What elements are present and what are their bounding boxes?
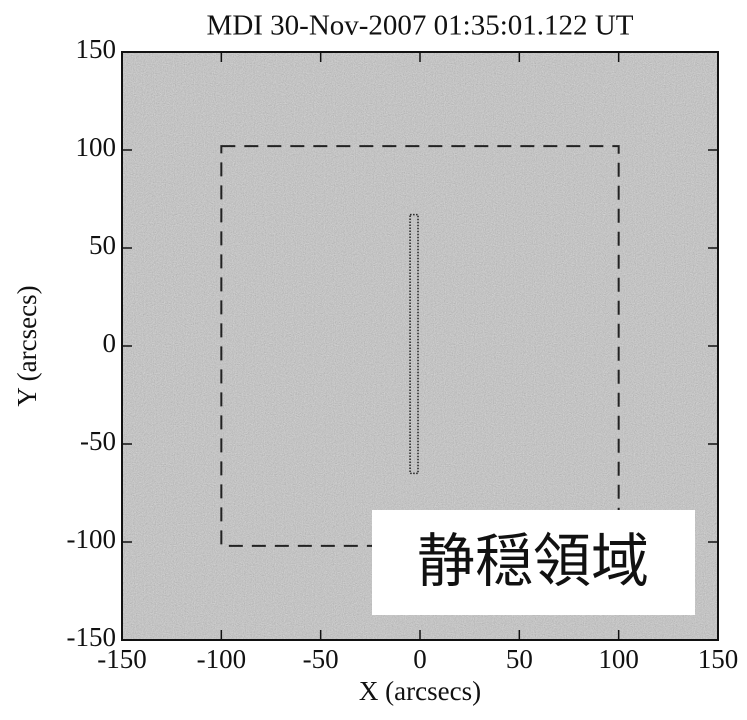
x-tick-label: 0: [413, 644, 427, 674]
x-axis-label: X (arcsecs): [359, 676, 481, 706]
y-tick-label: -150: [67, 622, 117, 652]
x-tick-label: 100: [598, 644, 639, 674]
y-tick-label: 0: [103, 328, 117, 358]
x-tick-label: -150: [97, 644, 147, 674]
annotation-box: [372, 510, 695, 615]
chart-title: MDI 30-Nov-2007 01:35:01.122 UT: [207, 10, 634, 42]
x-tick-label: 50: [506, 644, 533, 674]
y-tick-label: 50: [89, 230, 116, 260]
x-tick-label: -100: [197, 644, 247, 674]
x-tick-label: 150: [698, 644, 739, 674]
annotation: 静穏領域: [417, 527, 649, 595]
y-tick-label: 100: [76, 132, 117, 162]
y-axis-label: Y (arcsecs): [12, 285, 42, 406]
y-tick-label: -100: [67, 524, 117, 554]
region-box: [409, 213, 419, 475]
y-tick-label: 150: [76, 34, 117, 64]
y-tick-label: -50: [80, 426, 116, 456]
x-tick-label: -50: [303, 644, 339, 674]
